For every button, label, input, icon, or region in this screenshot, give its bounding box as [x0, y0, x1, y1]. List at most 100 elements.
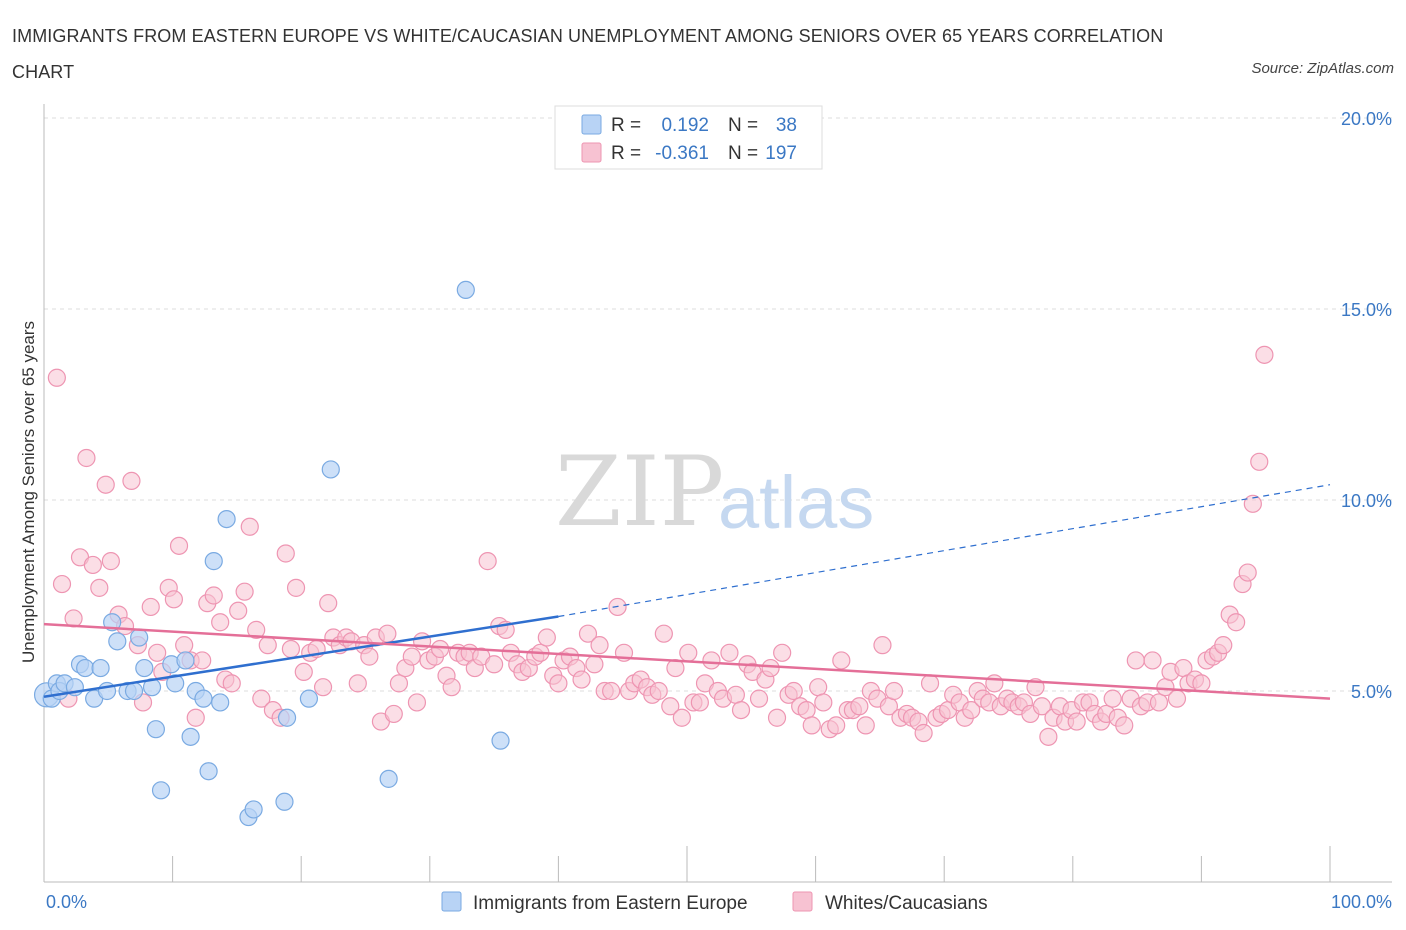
white-caucasian-point — [679, 643, 698, 662]
white-caucasian-point — [1243, 494, 1262, 513]
white-caucasian-point — [319, 594, 338, 613]
legend-n-value-2: 197 — [765, 143, 797, 164]
eastern-europe-point — [211, 693, 230, 712]
y-tick-label: 15.0% — [1341, 300, 1392, 320]
legend-n-label-2: N = — [728, 143, 758, 164]
eastern-europe-point — [124, 681, 144, 701]
white-caucasian-trend-line — [43, 622, 1331, 700]
x-tick-label-start: 0.0% — [46, 892, 87, 912]
eastern-europe-point — [199, 762, 218, 781]
white-caucasian-point — [920, 674, 940, 693]
eastern-europe-trend-line — [43, 615, 559, 698]
correlation-legend: R = 0.192 N = 38 R = -0.361 N = 197 — [554, 105, 823, 170]
eastern-europe-point — [135, 658, 154, 678]
white-caucasian-point — [1192, 674, 1211, 693]
white-caucasian-point — [252, 689, 271, 708]
eastern-europe-point — [151, 781, 171, 800]
white-caucasian-point — [784, 681, 803, 701]
eastern-europe-point — [217, 509, 236, 529]
white-caucasian-point — [229, 601, 248, 620]
white-caucasian-point — [585, 655, 604, 674]
trend-layer — [43, 484, 1331, 700]
white-caucasian-point — [749, 689, 769, 708]
white-caucasian-point — [731, 700, 751, 720]
white-caucasian-point — [281, 639, 301, 659]
white-caucasian-point — [204, 586, 223, 605]
white-caucasian-point — [175, 636, 194, 655]
white-caucasian-point — [549, 674, 568, 693]
white-caucasian-point — [1238, 563, 1257, 582]
white-caucasian-point — [148, 643, 167, 662]
eastern-europe-point — [244, 800, 263, 819]
white-caucasian-point — [1255, 345, 1274, 364]
eastern-europe-point — [321, 460, 340, 479]
series-legend-swatch-blue — [441, 891, 462, 912]
white-caucasian-point — [378, 624, 397, 643]
white-caucasian-point — [258, 636, 277, 655]
white-caucasian-point — [402, 647, 421, 666]
white-caucasian-point — [814, 693, 833, 712]
white-caucasian-point — [247, 620, 266, 639]
white-caucasian-point — [389, 674, 409, 693]
white-caucasian-point — [914, 723, 933, 743]
white-caucasian-point — [1167, 689, 1187, 708]
series-legend-label-pink: Whites/Caucasians — [825, 893, 988, 914]
series-legend: Immigrants from Eastern Europe Whites/Ca… — [441, 891, 988, 914]
white-caucasian-point — [90, 578, 109, 597]
white-caucasian-point — [442, 678, 461, 697]
watermark-atlas: atlas — [718, 461, 874, 544]
eastern-europe-point — [103, 613, 122, 632]
axis-layer: 5.0% 10.0% 15.0% 20.0% 0.0% 100.0% — [43, 104, 1392, 912]
white-caucasian-point — [702, 651, 721, 670]
eastern-europe-point — [91, 658, 110, 678]
white-caucasian-point — [235, 582, 254, 601]
white-caucasian-point — [962, 700, 981, 720]
chart-title: IMMIGRANTS FROM EASTERN EUROPE VS WHITE/… — [12, 26, 1164, 82]
white-caucasian-point — [276, 544, 295, 563]
series-legend-swatch-pink — [792, 891, 813, 912]
eastern-europe-point — [181, 727, 200, 746]
legend-n-value-1: 38 — [776, 115, 797, 136]
white-caucasian-point — [690, 693, 709, 712]
eastern-europe-point — [277, 708, 297, 727]
white-caucasian-point — [726, 685, 745, 704]
white-caucasian-point — [1143, 651, 1162, 670]
white-caucasian-point — [856, 716, 875, 735]
eastern-europe-point — [491, 731, 510, 750]
white-caucasian-point — [407, 693, 427, 712]
white-caucasian-point — [164, 590, 183, 609]
eastern-europe-point — [166, 674, 185, 693]
white-caucasian-point — [240, 517, 259, 536]
white-caucasian-point — [169, 536, 189, 555]
eastern-europe-point — [379, 769, 398, 788]
white-caucasian-point — [478, 552, 497, 571]
white-caucasian-point — [884, 681, 904, 701]
white-caucasian-point — [52, 574, 72, 594]
white-caucasian-point — [485, 655, 504, 674]
legend-swatch-pink — [581, 142, 602, 163]
white-caucasian-point — [47, 368, 66, 387]
white-caucasian-point — [1039, 727, 1058, 746]
grid-layer — [44, 117, 1392, 692]
white-caucasian-point — [767, 708, 787, 727]
white-caucasian-point — [827, 716, 846, 735]
white-caucasian-point — [96, 475, 115, 494]
white-caucasian-point — [211, 613, 230, 632]
white-caucasian-point — [1115, 716, 1134, 735]
white-caucasian-point — [1250, 452, 1269, 471]
white-caucasian-point — [348, 674, 367, 693]
white-caucasian-point — [661, 697, 680, 716]
white-caucasian-point — [590, 636, 609, 655]
eastern-europe-point — [299, 689, 319, 708]
eastern-europe-point — [194, 689, 213, 708]
y-tick-label: 5.0% — [1351, 682, 1392, 702]
y-axis-title-group: Unemployment Among Seniors over 65 years — [19, 321, 38, 663]
white-caucasian-point — [537, 628, 556, 647]
chart-source: Source: ZipAtlas.com — [1251, 60, 1394, 77]
x-tick-label-end: 100.0% — [1331, 892, 1392, 912]
white-caucasian-point — [578, 624, 598, 643]
white-caucasian-point — [141, 597, 160, 617]
white-caucasian-point — [773, 643, 792, 662]
legend-swatch-blue — [581, 114, 602, 135]
